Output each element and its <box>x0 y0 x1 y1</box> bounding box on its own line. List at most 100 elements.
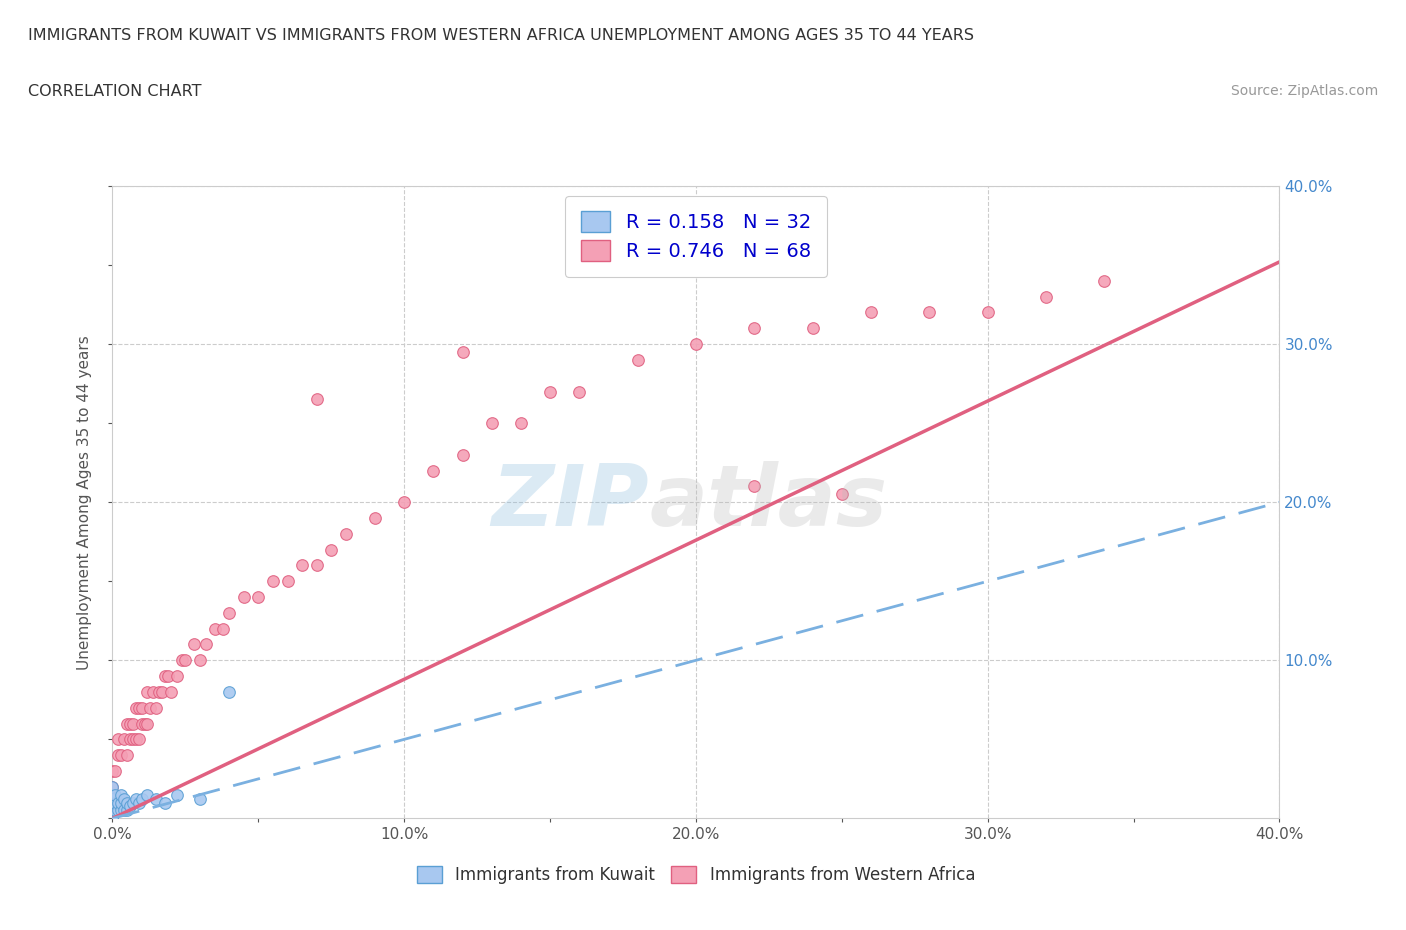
Point <box>136 716 159 731</box>
Point <box>101 804 124 818</box>
Point <box>150 684 173 699</box>
Point <box>131 792 153 807</box>
Point <box>160 684 183 699</box>
Point <box>188 792 211 807</box>
Point <box>1035 289 1057 304</box>
Point <box>218 684 240 699</box>
Text: atlas: atlas <box>650 460 887 544</box>
Point <box>742 479 765 494</box>
Point <box>110 795 132 810</box>
Point <box>859 305 883 320</box>
Text: ZIP: ZIP <box>492 460 650 544</box>
Point <box>481 416 503 431</box>
Point <box>122 795 145 810</box>
Point <box>101 811 124 826</box>
Point <box>831 487 853 502</box>
Point <box>538 384 561 399</box>
Point <box>976 305 998 320</box>
Point <box>107 795 129 810</box>
Point <box>101 779 124 794</box>
Point <box>107 804 129 818</box>
Point <box>128 700 150 715</box>
Point <box>104 804 127 818</box>
Point <box>104 764 127 778</box>
Point <box>153 669 176 684</box>
Point <box>626 352 648 367</box>
Point <box>335 526 357 541</box>
Point <box>422 463 444 478</box>
Point <box>451 345 474 360</box>
Point <box>101 787 124 802</box>
Point <box>305 392 328 407</box>
Point <box>218 605 240 620</box>
Point <box>1092 273 1115 288</box>
Point <box>568 384 591 399</box>
Text: CORRELATION CHART: CORRELATION CHART <box>28 84 201 99</box>
Point <box>101 811 124 826</box>
Point <box>118 798 141 813</box>
Point <box>122 732 145 747</box>
Point <box>131 716 153 731</box>
Point <box>212 621 235 636</box>
Point <box>247 590 270 604</box>
Point <box>115 748 138 763</box>
Point <box>451 447 474 462</box>
Point <box>112 792 135 807</box>
Point <box>131 700 153 715</box>
Point <box>145 792 167 807</box>
Point <box>125 700 148 715</box>
Point <box>291 558 314 573</box>
Point <box>194 637 217 652</box>
Point <box>136 787 159 802</box>
Point <box>115 804 138 818</box>
Point <box>125 792 148 807</box>
Point <box>166 669 188 684</box>
Point <box>104 795 127 810</box>
Point <box>204 621 226 636</box>
Text: Source: ZipAtlas.com: Source: ZipAtlas.com <box>1230 84 1378 98</box>
Point <box>392 495 416 510</box>
Point <box>107 748 129 763</box>
Point <box>364 511 387 525</box>
Point <box>262 574 284 589</box>
Point <box>174 653 197 668</box>
Point <box>107 732 129 747</box>
Point <box>148 684 170 699</box>
Point <box>801 321 824 336</box>
Point <box>321 542 343 557</box>
Point <box>128 732 150 747</box>
Point <box>101 800 124 815</box>
Point <box>122 716 145 731</box>
Point <box>183 637 205 652</box>
Point <box>134 716 156 731</box>
Point <box>101 779 124 794</box>
Point <box>101 764 124 778</box>
Point <box>110 804 132 818</box>
Point <box>125 732 148 747</box>
Point <box>918 305 941 320</box>
Point <box>156 669 179 684</box>
Point <box>509 416 531 431</box>
Point <box>742 321 765 336</box>
Point <box>685 337 707 352</box>
Point <box>142 684 165 699</box>
Point <box>115 795 138 810</box>
Point <box>136 684 159 699</box>
Point <box>145 700 167 715</box>
Point <box>118 716 141 731</box>
Point <box>153 795 176 810</box>
Point <box>232 590 254 604</box>
Point <box>110 787 132 802</box>
Point <box>101 811 124 826</box>
Point <box>115 716 138 731</box>
Point <box>112 804 135 818</box>
Point <box>118 732 141 747</box>
Y-axis label: Unemployment Among Ages 35 to 44 years: Unemployment Among Ages 35 to 44 years <box>77 335 93 670</box>
Point <box>101 792 124 807</box>
Point <box>128 795 150 810</box>
Point <box>104 787 127 802</box>
Point <box>172 653 194 668</box>
Point <box>188 653 211 668</box>
Point <box>305 558 328 573</box>
Point <box>276 574 298 589</box>
